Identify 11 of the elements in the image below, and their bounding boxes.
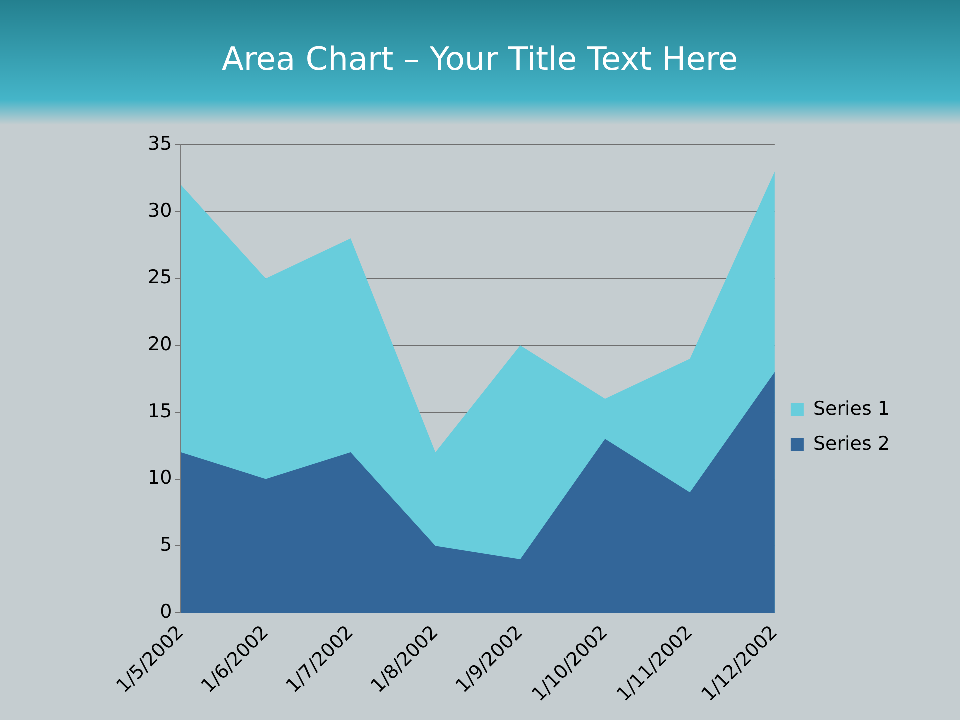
legend-label: Series 2	[813, 432, 890, 455]
y-tick-label: 30	[148, 200, 172, 222]
y-tick-label: 5	[160, 534, 172, 556]
chart-title: Area Chart – Your Title Text Here	[220, 40, 740, 78]
legend-label: Series 1	[813, 398, 890, 420]
y-tick-label: 0	[160, 600, 172, 623]
y-tick-label: 10	[148, 467, 172, 490]
y-tick-label: 25	[148, 266, 172, 289]
y-tick-label: 20	[148, 334, 172, 356]
y-tick-label: 35	[148, 132, 172, 155]
y-tick-label: 15	[148, 400, 172, 422]
